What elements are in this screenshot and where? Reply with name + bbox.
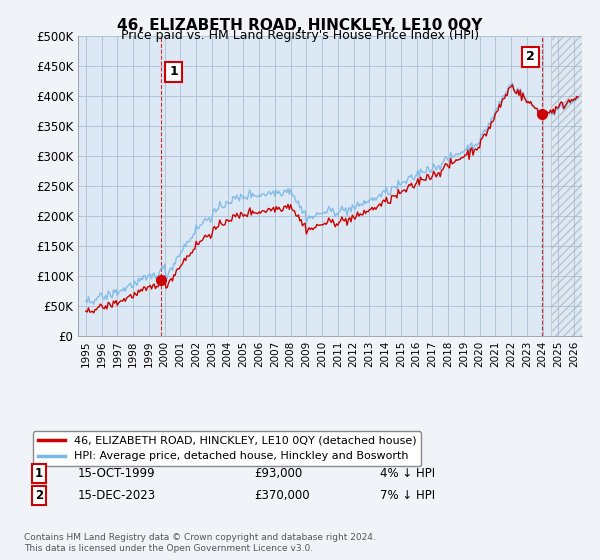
Text: £370,000: £370,000 xyxy=(254,489,310,502)
Text: 7% ↓ HPI: 7% ↓ HPI xyxy=(380,489,436,502)
Text: 2: 2 xyxy=(35,489,43,502)
Text: Price paid vs. HM Land Registry's House Price Index (HPI): Price paid vs. HM Land Registry's House … xyxy=(121,29,479,42)
Text: 2: 2 xyxy=(526,50,535,63)
Text: £93,000: £93,000 xyxy=(254,467,302,480)
Text: 46, ELIZABETH ROAD, HINCKLEY, LE10 0QY: 46, ELIZABETH ROAD, HINCKLEY, LE10 0QY xyxy=(118,18,482,33)
Text: Contains HM Land Registry data © Crown copyright and database right 2024.
This d: Contains HM Land Registry data © Crown c… xyxy=(24,533,376,553)
Text: 1: 1 xyxy=(169,66,178,78)
Text: 15-DEC-2023: 15-DEC-2023 xyxy=(78,489,156,502)
Bar xyxy=(551,36,582,336)
Legend: 46, ELIZABETH ROAD, HINCKLEY, LE10 0QY (detached house), HPI: Average price, det: 46, ELIZABETH ROAD, HINCKLEY, LE10 0QY (… xyxy=(33,431,421,466)
Text: 15-OCT-1999: 15-OCT-1999 xyxy=(78,467,155,480)
Text: 4% ↓ HPI: 4% ↓ HPI xyxy=(380,467,436,480)
Text: 1: 1 xyxy=(35,467,43,480)
